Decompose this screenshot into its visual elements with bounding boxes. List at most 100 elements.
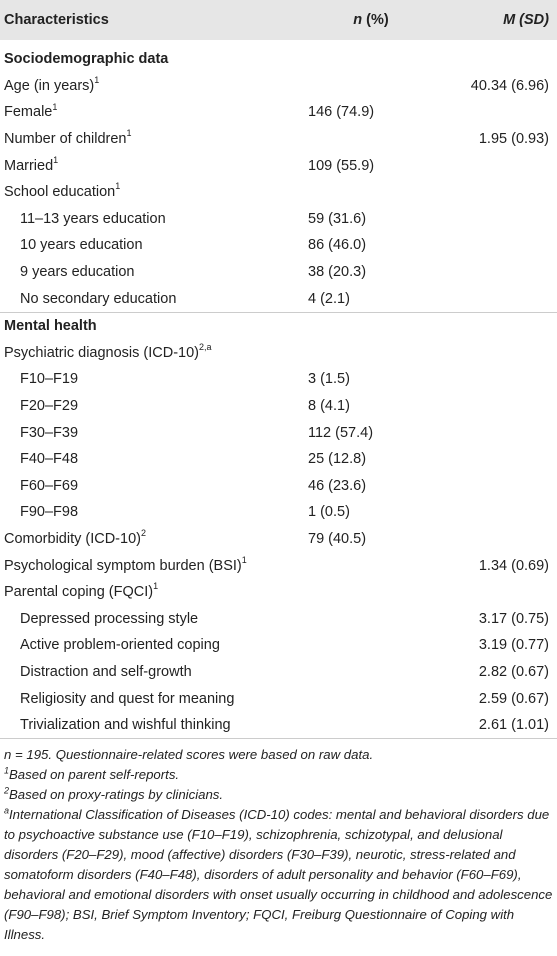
cell-mean-sd: 2.59 (0.67) <box>478 690 549 707</box>
section-header-row: Sociodemographic data <box>0 40 557 73</box>
characteristic-label: F20–F29 <box>20 398 79 415</box>
cell-mean-sd: 2.61 (1.01) <box>430 711 557 740</box>
table-row: 9 years education 38 (20.3) <box>0 259 557 286</box>
table-row: F90–F98 1 (0.5) <box>0 499 557 526</box>
footnote-marker: 1 <box>241 554 247 565</box>
cell-n-percent <box>300 711 430 740</box>
characteristic-label: Parental coping (FQCI) <box>4 584 154 601</box>
table-row: Religiosity and quest for meaning 2.59 (0… <box>0 685 557 712</box>
header-n-percent: n (%) <box>300 0 430 40</box>
table-row: Psychological symptom burden (BSI)1 1.34 … <box>0 552 557 579</box>
cell-n-percent: 8 (4.1) <box>308 398 350 415</box>
cell-n-percent: 59 (31.6) <box>308 210 367 227</box>
cell-mean-sd: 1.95 (0.93) <box>478 131 549 148</box>
footnote-2-text: Based on proxy-ratings by clinicians. <box>9 787 224 803</box>
cell-mean-sd <box>430 99 557 126</box>
cell-characteristic: Parental coping (FQCI)1 <box>0 579 300 606</box>
cell-n-percent: 1 (0.5) <box>308 504 350 521</box>
cell-mean-sd: 40.34 (6.96) <box>470 77 549 94</box>
cell-characteristic: Sociodemographic data <box>0 40 300 73</box>
characteristic-label: Trivialization and wishful thinking <box>20 717 231 734</box>
characteristic-label: No secondary education <box>20 290 177 307</box>
cell-characteristic: F30–F39 <box>0 419 300 446</box>
cell-mean-sd <box>430 340 557 367</box>
cell-mean-sd <box>430 393 557 420</box>
cell-characteristic: 11–13 years education <box>0 206 300 233</box>
table-row: Depressed processing style 3.17 (0.75) <box>0 605 557 632</box>
characteristic-label: Active problem-oriented coping <box>20 637 220 654</box>
table-row: F10–F19 3 (1.5) <box>0 366 557 393</box>
cell-characteristic: 10 years education <box>0 232 300 259</box>
footnote-1-text: Based on parent self-reports. <box>9 767 180 783</box>
characteristic-label: 11–13 years education <box>20 210 166 227</box>
footnote-a: aInternational Classification of Disease… <box>4 805 553 945</box>
cell-mean-sd <box>430 40 557 73</box>
cell-n-percent <box>300 579 430 606</box>
cell-mean-sd <box>430 446 557 473</box>
cell-characteristic: F10–F19 <box>0 366 300 393</box>
cell-characteristic: Married1 <box>0 152 300 179</box>
cell-n-percent: 46 (23.6) <box>308 477 367 494</box>
cell-characteristic: Trivialization and wishful thinking <box>0 711 300 740</box>
cell-n-percent: 86 (46.0) <box>308 237 367 254</box>
characteristics-table: Characteristics n (%) M (SD) Sociodemogr… <box>0 0 557 740</box>
cell-n-percent: 4 (2.1) <box>308 290 350 307</box>
table-row: School education1 <box>0 179 557 206</box>
footnote-marker: 2 <box>140 528 146 539</box>
footnote-marker: 1 <box>153 581 159 592</box>
header-m-sd: M (SD) <box>430 0 557 40</box>
table-row: F60–F69 46 (23.6) <box>0 473 557 500</box>
header-m-suffix: (SD) <box>515 12 549 28</box>
characteristic-label: Comorbidity (ICD-10) <box>4 530 141 547</box>
cell-characteristic: F20–F29 <box>0 393 300 420</box>
section-header-row: Mental health <box>0 311 557 340</box>
cell-mean-sd <box>430 579 557 606</box>
cell-mean-sd <box>430 366 557 393</box>
cell-n-percent <box>300 126 430 153</box>
table-body: Sociodemographic data Age (in years)1 40.3… <box>0 40 557 740</box>
cell-mean-sd <box>430 179 557 206</box>
cell-mean-sd <box>430 473 557 500</box>
cell-n-percent <box>300 659 430 686</box>
characteristic-label: 10 years education <box>20 237 143 254</box>
characteristic-label: Married <box>4 157 54 174</box>
cell-n-percent <box>300 179 430 206</box>
cell-mean-sd <box>430 285 557 312</box>
characteristic-label: Religiosity and quest for meaning <box>20 690 235 707</box>
table-row: F20–F29 8 (4.1) <box>0 393 557 420</box>
table-row: Active problem-oriented coping 3.19 (0.77… <box>0 632 557 659</box>
table-row: F30–F39 112 (57.4) <box>0 419 557 446</box>
cell-characteristic: No secondary education <box>0 285 300 312</box>
characteristic-label: Number of children <box>4 131 127 148</box>
cell-characteristic: Comorbidity (ICD-10)2 <box>0 526 300 553</box>
cell-mean-sd <box>430 152 557 179</box>
footnote-2: 2Based on proxy-ratings by clinicians. <box>4 785 553 805</box>
table-header-row: Characteristics n (%) M (SD) <box>0 0 557 40</box>
cell-characteristic: Psychiatric diagnosis (ICD-10)2,a <box>0 340 300 367</box>
characteristic-label: 9 years education <box>20 264 135 281</box>
cell-characteristic: Depressed processing style <box>0 605 300 632</box>
cell-characteristic: Psychological symptom burden (BSI)1 <box>0 552 300 579</box>
characteristic-label: Psychiatric diagnosis (ICD-10) <box>4 344 200 361</box>
cell-characteristic: Female1 <box>0 99 300 126</box>
table-row: Parental coping (FQCI)1 <box>0 579 557 606</box>
characteristic-label: F60–F69 <box>20 477 79 494</box>
header-characteristics: Characteristics <box>0 0 300 40</box>
cell-mean-sd: 3.19 (0.77) <box>478 637 549 654</box>
cell-n-percent <box>300 73 430 100</box>
cell-n-percent: 3 (1.5) <box>308 371 350 388</box>
table-row: Female1 146 (74.9) <box>0 99 557 126</box>
characteristic-label: Distraction and self-growth <box>20 663 192 680</box>
footnote-marker: 1 <box>94 75 100 86</box>
cell-mean-sd: 3.17 (0.75) <box>478 610 549 627</box>
characteristic-label: Psychological symptom burden (BSI) <box>4 557 242 574</box>
footnote-1-mark: 1 <box>4 766 10 777</box>
cell-n-percent <box>300 605 430 632</box>
cell-n-percent: 25 (12.8) <box>308 451 367 468</box>
cell-mean-sd <box>430 259 557 286</box>
table-row: F40–F48 25 (12.8) <box>0 446 557 473</box>
cell-n-percent <box>300 40 430 73</box>
table-row: Married1 109 (55.9) <box>0 152 557 179</box>
cell-mean-sd: 2.82 (0.67) <box>478 663 549 680</box>
cell-n-percent: 112 (57.4) <box>308 424 374 441</box>
